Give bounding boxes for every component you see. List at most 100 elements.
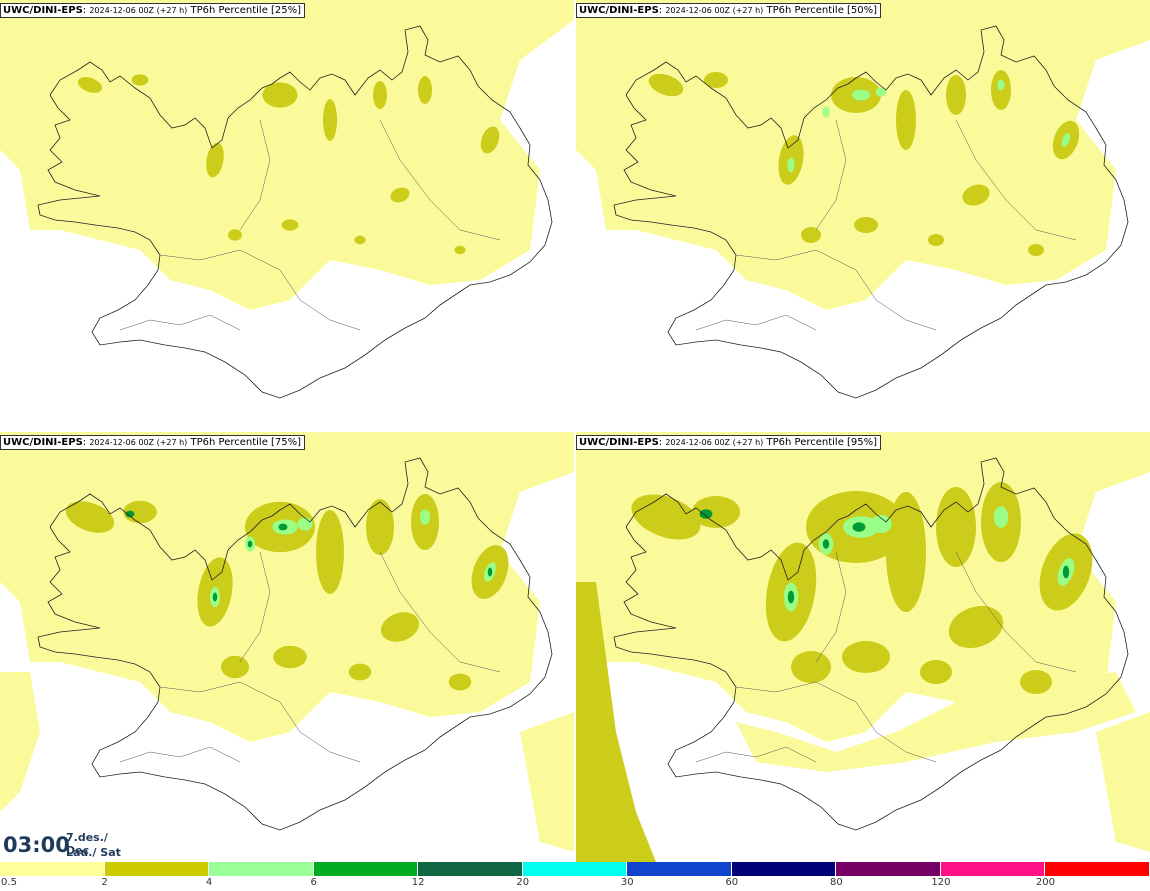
model-name: UWC/DINI-EPS (579, 5, 659, 16)
road-line (379, 119, 501, 241)
legend-swatch (940, 862, 1046, 876)
run-time: 2024-12-06 00Z (+27 h) (89, 438, 188, 447)
road-line (815, 119, 847, 231)
precip-area (993, 506, 1009, 528)
precip-area (273, 645, 307, 669)
valid-time: 03:00 (3, 833, 70, 857)
precip-area (920, 660, 952, 684)
precip-area (297, 517, 313, 531)
legend-label: 30 (620, 877, 634, 888)
road-line (159, 249, 361, 331)
precip-area (852, 89, 870, 101)
precip-area (65, 501, 115, 533)
model-name: UWC/DINI-EPS (3, 5, 83, 16)
precip-area (520, 712, 574, 852)
legend-swatch (104, 862, 210, 876)
precip-area (0, 0, 574, 310)
legend-label: 80 (829, 877, 843, 888)
valid-date: 7.des./ Dec (66, 831, 108, 857)
precip-area (1028, 244, 1044, 256)
map-panel-p95: UWC/DINI-EPS: 2024-12-06 00Z (+27 h) TP6… (576, 432, 1150, 862)
legend-swatch (627, 862, 732, 876)
precip-area (419, 509, 431, 525)
precip-area (131, 74, 149, 86)
precip-area (323, 99, 337, 141)
legend-label: 4 (205, 877, 213, 888)
precip-area (648, 73, 684, 97)
precip-area (791, 651, 831, 683)
map-panel-p50: UWC/DINI-EPS: 2024-12-06 00Z (+27 h) TP6… (576, 0, 1150, 430)
road-line (239, 119, 271, 231)
precip-area (418, 76, 432, 104)
map-panel-p75: UWC/DINI-EPS: 2024-12-06 00Z (+27 h) TP6… (0, 432, 574, 862)
precip-area (454, 245, 466, 255)
precip-area (206, 142, 224, 178)
precip-area (787, 157, 795, 173)
run-time: 2024-12-06 00Z (+27 h) (665, 6, 764, 15)
legend-swatch (522, 862, 628, 876)
legend-swatch (313, 862, 419, 876)
precip-area (247, 540, 253, 548)
precip-area (948, 605, 1004, 649)
precip-area (448, 673, 472, 691)
model-name: UWC/DINI-EPS (3, 437, 83, 448)
panel-title: UWC/DINI-EPS: 2024-12-06 00Z (+27 h) TP6… (576, 3, 882, 18)
valid-day: Lau./ Sat (66, 846, 121, 859)
run-time: 2024-12-06 00Z (+27 h) (665, 438, 764, 447)
field-name: TP6h Percentile [50%] (766, 5, 878, 16)
precip-area (228, 229, 242, 241)
precip-area (262, 82, 298, 108)
precip-area (487, 567, 493, 577)
color-legend (0, 862, 1150, 876)
legend-label: 120 (931, 877, 951, 888)
road-line (119, 314, 241, 331)
precip-area (373, 81, 387, 109)
map-panel-p25: UWC/DINI-EPS: 2024-12-06 00Z (+27 h) TP6… (0, 0, 574, 430)
precip-area (212, 592, 218, 602)
precip-area (822, 106, 830, 118)
map-canvas (0, 0, 574, 399)
coastline (613, 457, 1129, 831)
field-name: TP6h Percentile [95%] (766, 437, 878, 448)
precip-area (1062, 565, 1070, 579)
precip-area (699, 509, 713, 519)
legend-label: 2 (101, 877, 108, 888)
precip-area (936, 487, 976, 567)
road-line (955, 119, 1077, 241)
precip-area (1061, 133, 1071, 147)
precip-area (822, 539, 830, 549)
road-line (735, 681, 937, 763)
road-line (159, 681, 361, 763)
precip-area (704, 72, 728, 88)
precip-area (875, 87, 887, 97)
coastline (37, 25, 553, 399)
coastline (37, 457, 553, 831)
legend-label: 20 (516, 877, 530, 888)
precip-area (896, 90, 916, 150)
road-line (695, 746, 817, 763)
precip-area (842, 641, 890, 673)
legend-swatch (0, 862, 105, 876)
precip-area (886, 492, 926, 612)
precip-area (366, 499, 394, 555)
legend-label: 200 (1035, 877, 1055, 888)
precip-area (125, 510, 135, 518)
road-line (239, 551, 271, 663)
precip-area (962, 184, 990, 206)
precip-area (380, 612, 420, 642)
road-line (379, 551, 501, 673)
panel-title: UWC/DINI-EPS: 2024-12-06 00Z (+27 h) TP6… (0, 435, 306, 450)
precip-area (576, 582, 656, 862)
coastline (613, 25, 1129, 399)
legend-swatch (836, 862, 941, 876)
precip-area (390, 187, 410, 203)
legend-swatch (209, 862, 314, 876)
map-canvas (576, 432, 1150, 862)
precip-area (692, 496, 740, 528)
precip-area (281, 219, 299, 231)
road-line (119, 746, 241, 763)
precip-area (631, 494, 701, 540)
precip-area (0, 672, 40, 812)
panel-title: UWC/DINI-EPS: 2024-12-06 00Z (+27 h) TP6… (576, 435, 882, 450)
map-canvas (576, 0, 1150, 399)
